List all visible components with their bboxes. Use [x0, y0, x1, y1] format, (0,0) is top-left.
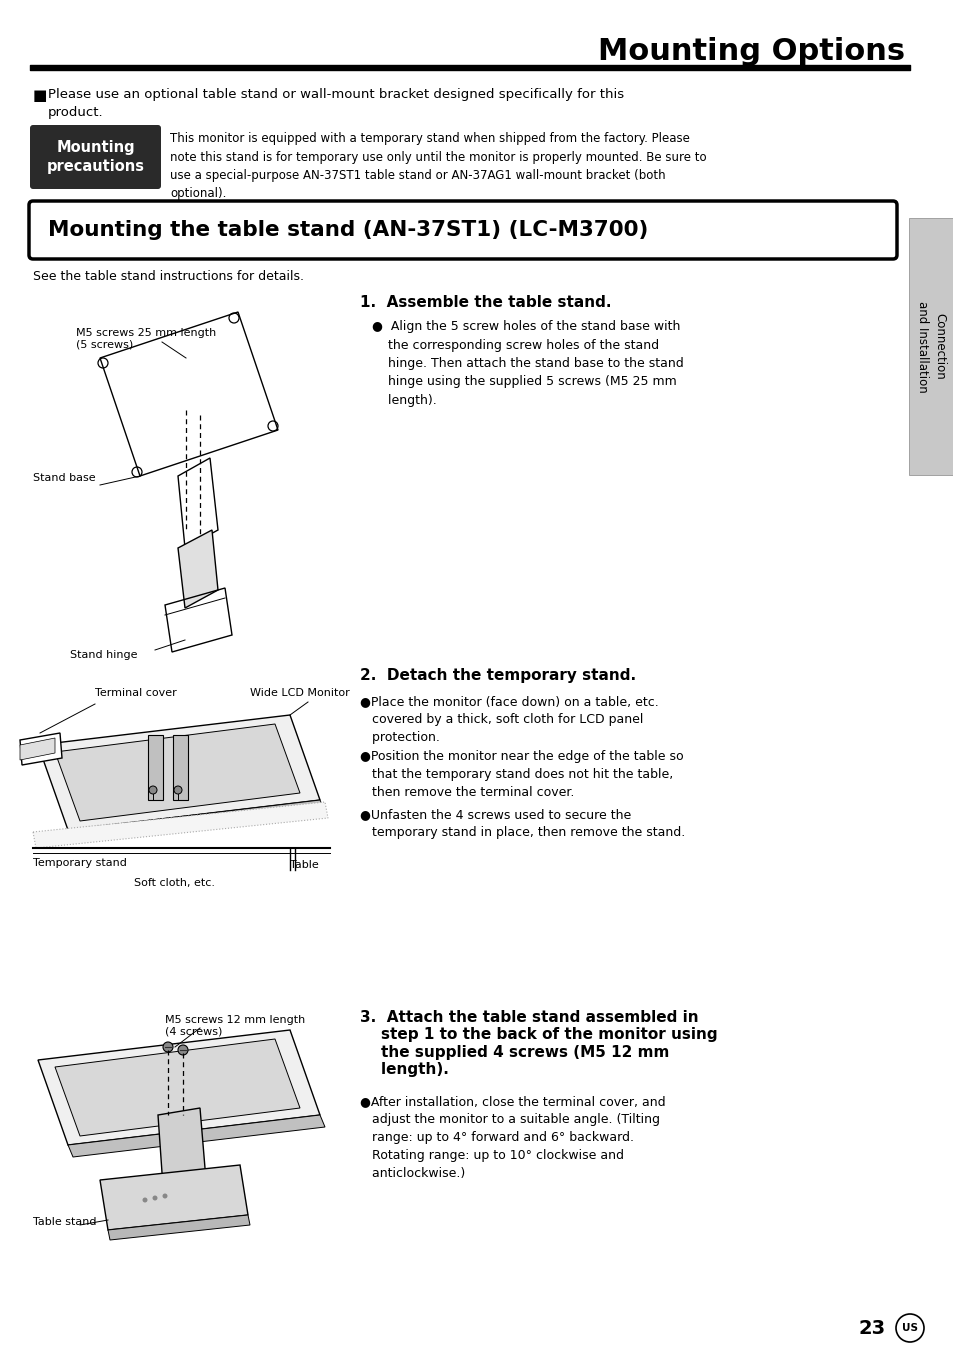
Circle shape — [142, 1197, 148, 1202]
Text: 2.  Detach the temporary stand.: 2. Detach the temporary stand. — [359, 667, 636, 684]
Text: 1.  Assemble the table stand.: 1. Assemble the table stand. — [359, 295, 611, 309]
Text: Mounting
precautions: Mounting precautions — [47, 141, 144, 174]
Text: Connection
and Installation: Connection and Installation — [916, 301, 945, 392]
Polygon shape — [108, 1215, 250, 1240]
Polygon shape — [20, 738, 55, 761]
Circle shape — [173, 786, 182, 794]
Text: ●  Align the 5 screw holes of the stand base with
    the corresponding screw ho: ● Align the 5 screw holes of the stand b… — [372, 320, 683, 407]
Circle shape — [162, 1193, 168, 1198]
Polygon shape — [33, 802, 328, 848]
Polygon shape — [20, 734, 62, 765]
Bar — [172, 735, 188, 800]
Text: Stand base: Stand base — [33, 473, 95, 484]
Text: ■: ■ — [33, 88, 48, 103]
Circle shape — [149, 786, 157, 794]
Text: Table stand: Table stand — [33, 1217, 96, 1227]
Circle shape — [178, 1046, 188, 1055]
Bar — [148, 735, 163, 800]
Text: ●Place the monitor (face down) on a table, etc.
   covered by a thick, soft clot: ●Place the monitor (face down) on a tabl… — [359, 694, 659, 744]
FancyBboxPatch shape — [29, 201, 896, 259]
Text: Soft cloth, etc.: Soft cloth, etc. — [134, 878, 215, 888]
Polygon shape — [38, 1029, 319, 1146]
FancyBboxPatch shape — [30, 126, 161, 189]
Bar — [908, 218, 953, 476]
Text: Please use an optional table stand or wall-mount bracket designed specifically f: Please use an optional table stand or wa… — [48, 88, 623, 119]
Text: Terminal cover: Terminal cover — [95, 688, 176, 698]
Polygon shape — [68, 1115, 325, 1156]
Text: US: US — [901, 1323, 917, 1333]
Polygon shape — [55, 1039, 299, 1136]
Text: ●After installation, close the terminal cover, and
   adjust the monitor to a su: ●After installation, close the terminal … — [359, 1096, 665, 1179]
Polygon shape — [178, 530, 218, 608]
Text: Mounting Options: Mounting Options — [598, 38, 904, 66]
Text: ●Unfasten the 4 screws used to secure the
   temporary stand in place, then remo: ●Unfasten the 4 screws used to secure th… — [359, 808, 684, 839]
Text: This monitor is equipped with a temporary stand when shipped from the factory. P: This monitor is equipped with a temporar… — [170, 132, 706, 200]
Text: 3.  Attach the table stand assembled in
    step 1 to the back of the monitor us: 3. Attach the table stand assembled in s… — [359, 1011, 717, 1077]
Text: See the table stand instructions for details.: See the table stand instructions for det… — [33, 270, 304, 282]
Polygon shape — [68, 800, 325, 842]
Text: 23: 23 — [858, 1319, 885, 1337]
Polygon shape — [158, 1108, 206, 1188]
Polygon shape — [100, 1165, 248, 1229]
Circle shape — [152, 1196, 157, 1201]
Text: Stand hinge: Stand hinge — [70, 650, 137, 661]
Circle shape — [163, 1042, 172, 1052]
Text: ●Position the monitor near the edge of the table so
   that the temporary stand : ●Position the monitor near the edge of t… — [359, 750, 683, 798]
Text: Temporary stand: Temporary stand — [33, 858, 127, 867]
Text: Table: Table — [290, 861, 318, 870]
Text: Wide LCD Monitor: Wide LCD Monitor — [250, 688, 350, 698]
Polygon shape — [38, 715, 319, 830]
Text: M5 screws 25 mm length
(5 screws): M5 screws 25 mm length (5 screws) — [76, 328, 216, 350]
Polygon shape — [55, 724, 299, 821]
Text: M5 screws 12 mm length
(4 screws): M5 screws 12 mm length (4 screws) — [165, 1015, 305, 1036]
Text: Mounting the table stand (AN-37ST1) (LC-M3700): Mounting the table stand (AN-37ST1) (LC-… — [48, 220, 648, 240]
